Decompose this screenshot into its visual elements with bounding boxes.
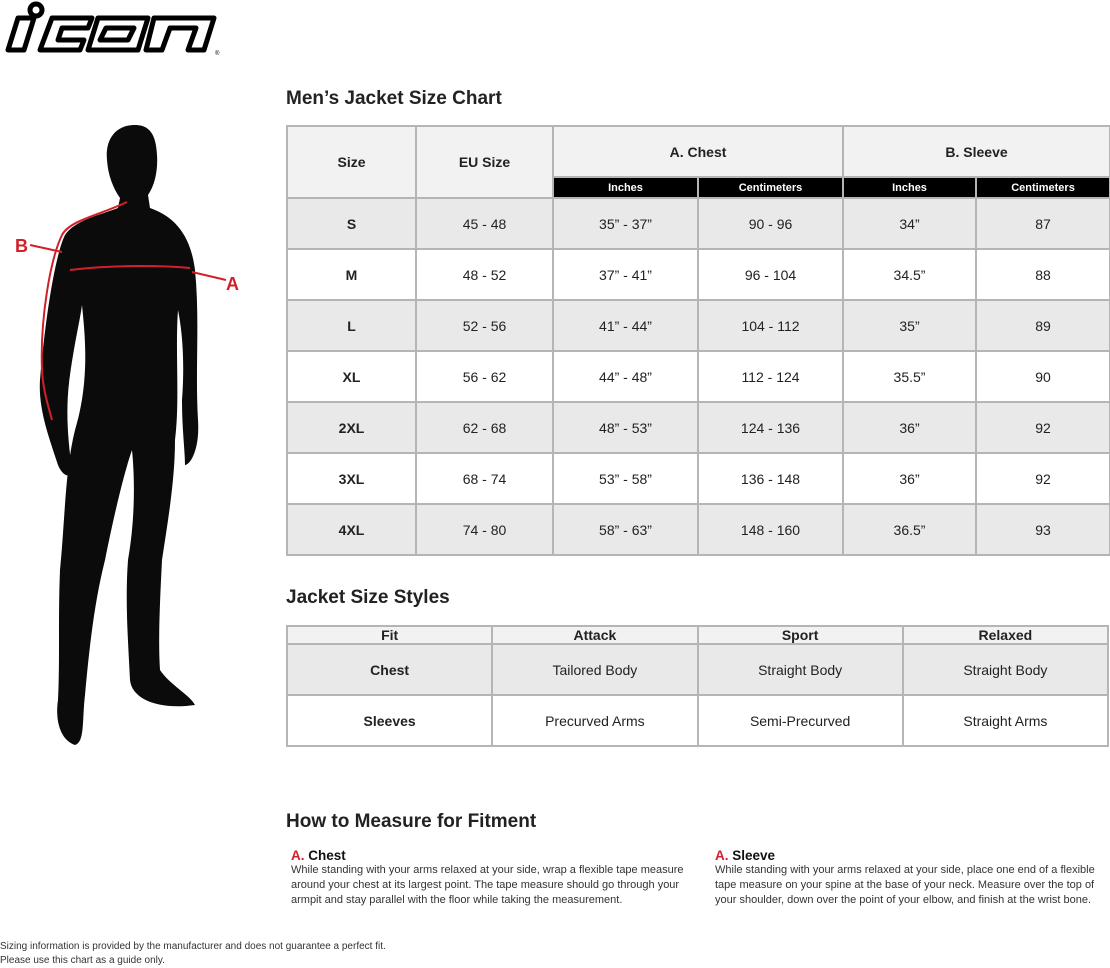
body-silhouette: B A	[15, 125, 239, 745]
cell: Straight Body	[696, 643, 904, 696]
size-cell: 112 - 124	[696, 350, 845, 403]
size-row: 3XL 68 - 74 53” - 58” 136 - 148 36” 92	[286, 452, 1110, 505]
size-label: 3XL	[286, 452, 417, 505]
size-row: L 52 - 56 41” - 44” 104 - 112 35” 89	[286, 299, 1110, 352]
row-label: Chest	[285, 643, 494, 696]
size-row: XL 56 - 62 44” - 48” 112 - 124 35.5” 90	[286, 350, 1110, 403]
name: Chest	[308, 848, 346, 863]
size-chart-title: Men’s Jacket Size Chart	[286, 88, 502, 109]
size-cell: 96 - 104	[696, 248, 845, 301]
styles-header: Attack	[491, 625, 699, 645]
size-cell: 89	[975, 299, 1110, 352]
size-cell: 48 - 52	[415, 248, 554, 301]
size-cell: 36”	[842, 401, 978, 454]
size-cell: 53” - 58”	[552, 452, 699, 505]
letter: A.	[291, 848, 305, 863]
size-cell: 48” - 53”	[552, 401, 699, 454]
size-label: XL	[286, 350, 417, 403]
size-chart-table: Size EU Size A. Chest B. Sleeve Inches C…	[286, 125, 1110, 556]
size-row: 4XL 74 - 80 58” - 63” 148 - 160 36.5” 93	[286, 503, 1110, 556]
sleeve-instructions: While standing with your arms relaxed at…	[715, 864, 1095, 906]
cell: Precurved Arms	[491, 694, 699, 747]
disclaimer: Sizing information is provided by the ma…	[0, 940, 386, 968]
styles-header: Relaxed	[901, 625, 1110, 645]
size-cell: 68 - 74	[415, 452, 554, 505]
label-a: A	[226, 274, 239, 294]
size-cell: 34.5”	[842, 248, 978, 301]
styles-row: Sleeves Precurved Arms Semi-Precurved St…	[285, 694, 1110, 747]
header-eu-size: EU Size	[415, 125, 554, 199]
disclaimer-line: Please use this chart as a guide only.	[0, 955, 165, 966]
styles-title: Jacket Size Styles	[286, 587, 450, 608]
size-cell: 90	[975, 350, 1110, 403]
size-cell: 90 - 96	[696, 197, 845, 250]
letter: A.	[715, 848, 729, 863]
size-label: L	[286, 299, 417, 352]
subheader-cm: Centimeters	[975, 176, 1110, 199]
cell: Straight Arms	[901, 694, 1110, 747]
header-size: Size	[286, 125, 417, 199]
cell: Semi-Precurved	[696, 694, 904, 747]
size-cell: 124 - 136	[696, 401, 845, 454]
size-cell: 92	[975, 401, 1110, 454]
subheader-inches: Inches	[552, 176, 699, 199]
row-label: Sleeves	[285, 694, 494, 747]
size-cell: 58” - 63”	[552, 503, 699, 556]
size-cell: 87	[975, 197, 1110, 250]
size-cell: 36”	[842, 452, 978, 505]
size-cell: 35” - 37”	[552, 197, 699, 250]
size-cell: 104 - 112	[696, 299, 845, 352]
styles-header: Sport	[696, 625, 904, 645]
size-cell: 93	[975, 503, 1110, 556]
size-cell: 41” - 44”	[552, 299, 699, 352]
size-label: 4XL	[286, 503, 417, 556]
chest-instructions: While standing with your arms relaxed at…	[291, 864, 684, 906]
styles-table: Fit Attack Sport Relaxed Chest Tailored …	[285, 625, 1110, 747]
size-cell: 44” - 48”	[552, 350, 699, 403]
size-label: S	[286, 197, 417, 250]
size-cell: 92	[975, 452, 1110, 505]
size-cell: 45 - 48	[415, 197, 554, 250]
header-chest: A. Chest	[551, 125, 845, 178]
disclaimer-line: Sizing information is provided by the ma…	[0, 941, 386, 952]
size-label: 2XL	[286, 401, 417, 454]
label-b: B	[15, 236, 28, 256]
size-row: M 48 - 52 37” - 41” 96 - 104 34.5” 88	[286, 248, 1110, 301]
size-row: 2XL 62 - 68 48” - 53” 124 - 136 36” 92	[286, 401, 1110, 454]
measure-title: How to Measure for Fitment	[286, 811, 537, 832]
size-cell: 37” - 41”	[552, 248, 699, 301]
subheader-cm: Centimeters	[696, 176, 845, 199]
measure-sleeve: A. Sleeve While standing with your arms …	[715, 848, 1110, 908]
size-row: S 45 - 48 35” - 37” 90 - 96 34” 87	[286, 197, 1110, 250]
size-cell: 136 - 148	[696, 452, 845, 505]
size-cell: 35”	[842, 299, 978, 352]
size-cell: 34”	[842, 197, 978, 250]
size-cell: 62 - 68	[415, 401, 554, 454]
cell: Tailored Body	[491, 643, 699, 696]
size-cell: 148 - 160	[696, 503, 845, 556]
size-label: M	[286, 248, 417, 301]
svg-text:®: ®	[215, 50, 220, 57]
size-cell: 35.5”	[842, 350, 978, 403]
icon-logo: ®	[5, 1, 220, 57]
name: Sleeve	[732, 848, 776, 863]
measure-chest: A. Chest While standing with your arms r…	[291, 848, 686, 908]
styles-row: Chest Tailored Body Straight Body Straig…	[285, 643, 1110, 696]
header-sleeve: B. Sleeve	[842, 125, 1110, 178]
size-cell: 74 - 80	[415, 503, 554, 556]
size-cell: 56 - 62	[415, 350, 554, 403]
size-cell: 36.5”	[842, 503, 978, 556]
subheader-inches: Inches	[842, 176, 978, 199]
size-cell: 88	[975, 248, 1110, 301]
styles-header: Fit	[285, 625, 494, 645]
cell: Straight Body	[901, 643, 1110, 696]
size-cell: 52 - 56	[415, 299, 554, 352]
